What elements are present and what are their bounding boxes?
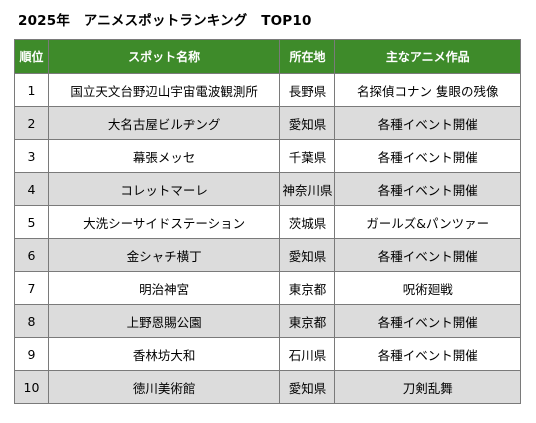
spot-cell: 国立天文台野辺山宇宙電波観測所 bbox=[47, 73, 281, 107]
table-row: 4 コレットマーレ 神奈川県 各種イベント開催 bbox=[14, 172, 521, 206]
anime-cell: 各種イベント開催 bbox=[334, 238, 521, 272]
location-cell: 愛知県 bbox=[279, 370, 336, 404]
table-row: 2 大名古屋ビルヂング 愛知県 各種イベント開催 bbox=[14, 106, 521, 140]
anime-cell: 各種イベント開催 bbox=[334, 106, 521, 140]
header-spot-name: スポット名称 bbox=[47, 39, 281, 74]
location-cell: 愛知県 bbox=[279, 238, 336, 272]
location-cell: 東京都 bbox=[279, 271, 336, 305]
spot-cell: 明治神宮 bbox=[47, 271, 281, 305]
table-row: 1 国立天文台野辺山宇宙電波観測所 長野県 名探偵コナン 隻眼の残像 bbox=[14, 73, 521, 107]
rank-cell: 10 bbox=[14, 370, 49, 404]
location-cell: 長野県 bbox=[279, 73, 336, 107]
anime-cell: 呪術廻戦 bbox=[334, 271, 521, 305]
anime-cell: 各種イベント開催 bbox=[334, 172, 521, 206]
rank-cell: 3 bbox=[14, 139, 49, 173]
page-title: 2025年 アニメスポットランキング TOP10 bbox=[18, 13, 312, 29]
anime-cell: 各種イベント開催 bbox=[334, 337, 521, 371]
spot-cell: 金シャチ横丁 bbox=[47, 238, 281, 272]
anime-cell: 刀剣乱舞 bbox=[334, 370, 521, 404]
rank-cell: 9 bbox=[14, 337, 49, 371]
table-header-row: 順位 スポット名称 所在地 主なアニメ作品 bbox=[14, 39, 521, 74]
spot-cell: 香林坊大和 bbox=[47, 337, 281, 371]
table-row: 5 大洗シーサイドステーション 茨城県 ガールズ&パンツァー bbox=[14, 205, 521, 239]
table-row: 3 幕張メッセ 千葉県 各種イベント開催 bbox=[14, 139, 521, 173]
rank-cell: 8 bbox=[14, 304, 49, 338]
location-cell: 神奈川県 bbox=[279, 172, 336, 206]
spot-cell: 徳川美術館 bbox=[47, 370, 281, 404]
header-location: 所在地 bbox=[279, 39, 336, 74]
spot-cell: コレットマーレ bbox=[47, 172, 281, 206]
table-row: 9 香林坊大和 石川県 各種イベント開催 bbox=[14, 337, 521, 371]
rank-cell: 6 bbox=[14, 238, 49, 272]
spot-cell: 大名古屋ビルヂング bbox=[47, 106, 281, 140]
rank-cell: 7 bbox=[14, 271, 49, 305]
spot-cell: 幕張メッセ bbox=[47, 139, 281, 173]
location-cell: 東京都 bbox=[279, 304, 336, 338]
location-cell: 茨城県 bbox=[279, 205, 336, 239]
ranking-table: 順位 スポット名称 所在地 主なアニメ作品 1 国立天文台野辺山宇宙電波観測所 … bbox=[14, 39, 521, 404]
header-rank: 順位 bbox=[14, 39, 49, 74]
spot-cell: 大洗シーサイドステーション bbox=[47, 205, 281, 239]
anime-cell: 各種イベント開催 bbox=[334, 304, 521, 338]
rank-cell: 4 bbox=[14, 172, 49, 206]
anime-cell: 名探偵コナン 隻眼の残像 bbox=[334, 73, 521, 107]
table-row: 7 明治神宮 東京都 呪術廻戦 bbox=[14, 271, 521, 305]
table-row: 8 上野恩賜公園 東京都 各種イベント開催 bbox=[14, 304, 521, 338]
location-cell: 石川県 bbox=[279, 337, 336, 371]
header-anime-works: 主なアニメ作品 bbox=[334, 39, 521, 74]
location-cell: 愛知県 bbox=[279, 106, 336, 140]
rank-cell: 1 bbox=[14, 73, 49, 107]
rank-cell: 2 bbox=[14, 106, 49, 140]
table-row: 6 金シャチ横丁 愛知県 各種イベント開催 bbox=[14, 238, 521, 272]
spot-cell: 上野恩賜公園 bbox=[47, 304, 281, 338]
location-cell: 千葉県 bbox=[279, 139, 336, 173]
table-row: 10 徳川美術館 愛知県 刀剣乱舞 bbox=[14, 370, 521, 404]
anime-cell: ガールズ&パンツァー bbox=[334, 205, 521, 239]
anime-cell: 各種イベント開催 bbox=[334, 139, 521, 173]
rank-cell: 5 bbox=[14, 205, 49, 239]
